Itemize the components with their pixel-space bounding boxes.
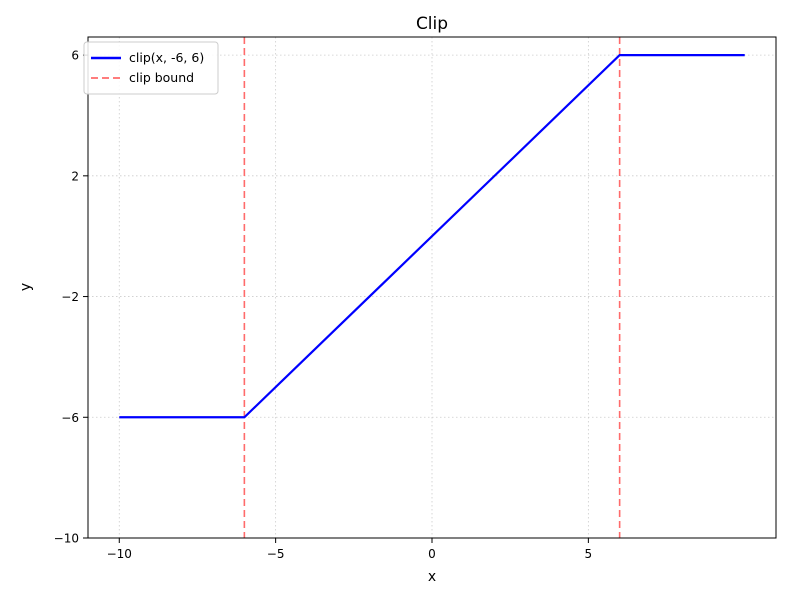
x-tick-label: 0	[428, 547, 436, 561]
x-axis-label: x	[428, 569, 436, 585]
y-ticks: −10 −6 −2 2 6	[54, 49, 88, 546]
y-axis-label: y	[18, 283, 34, 291]
legend-label-clip: clip(x, -6, 6)	[129, 50, 204, 65]
series-line-clip	[119, 54, 745, 419]
x-ticks: −10 −5 0 5	[107, 538, 593, 561]
y-tick-label: 6	[71, 49, 79, 63]
chart-title: Clip	[416, 14, 448, 34]
legend: clip(x, -6, 6) clip bound	[83, 41, 219, 95]
y-tick-label: −2	[61, 290, 79, 304]
series	[119, 54, 745, 419]
legend-label-clip-bound: clip bound	[129, 70, 194, 85]
legend-box	[83, 41, 219, 95]
x-tick-label: −10	[107, 547, 132, 561]
plot-area	[88, 37, 776, 538]
clip-bound-lines	[243, 37, 621, 538]
y-tick-label: 2	[71, 169, 79, 183]
y-tick-label: −10	[54, 532, 79, 546]
x-tick-label: −5	[267, 547, 285, 561]
y-tick-label: −6	[61, 411, 79, 425]
x-tick-label: 5	[585, 547, 593, 561]
